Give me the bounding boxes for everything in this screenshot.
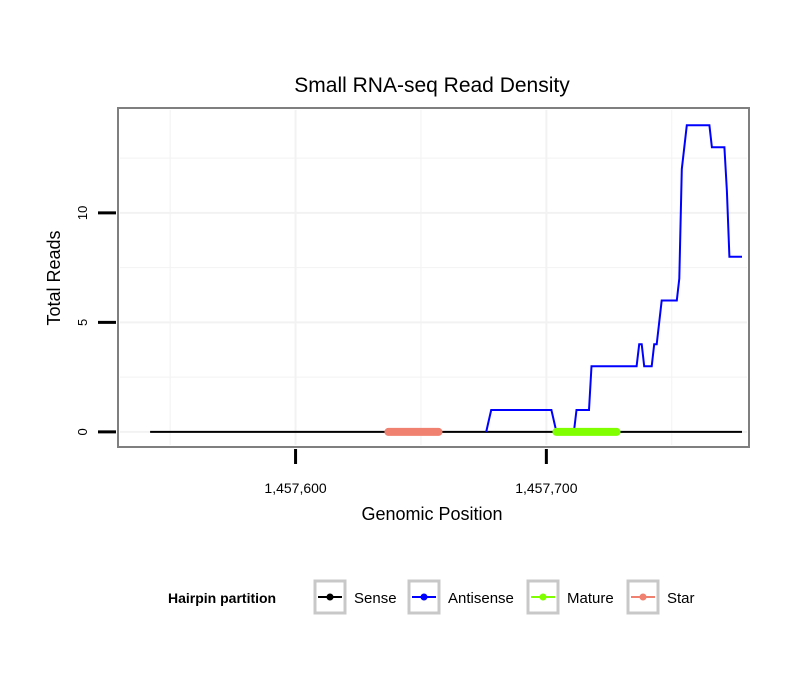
y-axis-label: Total Reads	[44, 230, 64, 325]
y-tick-label: 0	[75, 428, 90, 435]
legend-label: Antisense	[448, 590, 514, 607]
legend-item-mature: Mature	[526, 579, 614, 615]
chart-title: Small RNA-seq Read Density	[294, 74, 570, 97]
y-tick-label: 5	[75, 319, 90, 326]
legend-item-sense: Sense	[313, 579, 397, 615]
legend-key-dot	[639, 593, 647, 601]
x-tick-label: 1,457,600	[264, 480, 326, 496]
legend: Hairpin partition Sense Antisense Mature St…	[168, 579, 695, 615]
legend-key-dot	[326, 593, 334, 601]
legend-key-dot	[420, 593, 428, 601]
legend-key-dot	[539, 593, 547, 601]
series-layer	[150, 124, 742, 436]
x-tick-label: 1,457,700	[515, 480, 577, 496]
legend-item-antisense: Antisense	[407, 579, 514, 615]
legend-label: Star	[667, 590, 695, 607]
y-tick-label: 10	[75, 206, 90, 220]
legend-label: Mature	[567, 590, 614, 607]
plot-panel	[117, 107, 750, 448]
legend-item-star: Star	[626, 579, 695, 615]
legend-label: Sense	[354, 590, 397, 607]
x-axis-label: Genomic Position	[361, 504, 502, 524]
legend-title: Hairpin partition	[168, 590, 276, 606]
axes: 1,457,600 1,457,700 0 5 10	[75, 206, 578, 496]
